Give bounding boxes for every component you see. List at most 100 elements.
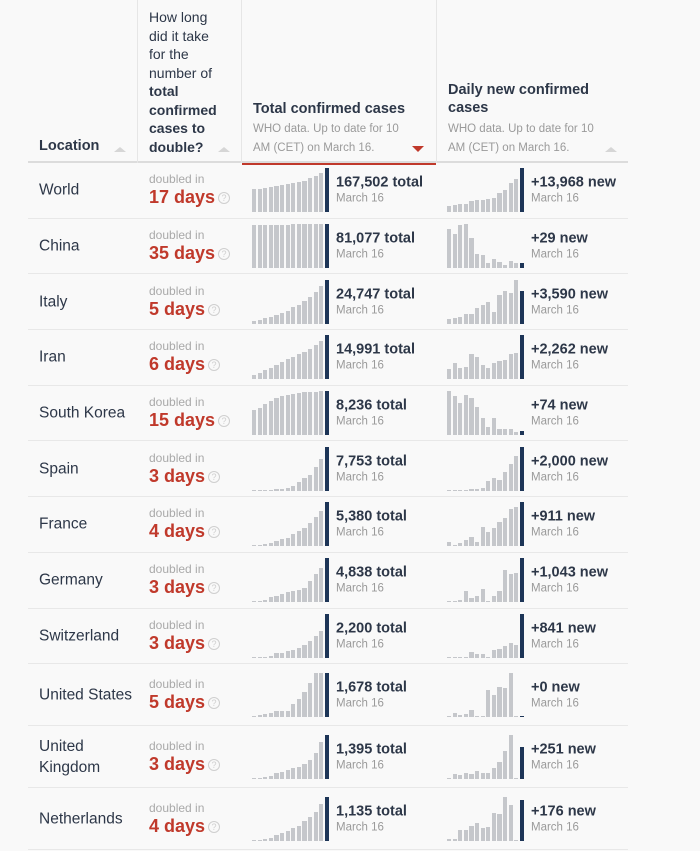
total-spark-bar: [263, 776, 268, 779]
new-spark-bar: [508, 643, 513, 658]
new-spark-bar: [447, 391, 452, 436]
help-icon[interactable]: ?: [208, 696, 221, 709]
help-icon[interactable]: ?: [208, 582, 221, 595]
new-spark-bar: [480, 200, 485, 213]
total-spark-bar: [257, 407, 262, 436]
new-spark-bar: [503, 190, 508, 213]
help-icon[interactable]: ?: [208, 470, 221, 483]
sort-up-icon[interactable]: [114, 147, 126, 152]
help-icon[interactable]: ?: [208, 303, 221, 316]
new-spark-bar: [503, 517, 508, 547]
total-spark-bar: [296, 182, 302, 213]
doubling-cell: doubled in 17 days?: [149, 172, 231, 208]
total-spark-bar: [252, 189, 257, 213]
total-spark-bar: [319, 630, 324, 658]
total-spark-highlight-bar: [324, 613, 330, 658]
help-icon[interactable]: ?: [208, 359, 221, 372]
total-cases-value-block: 7,753 total March 16: [336, 452, 407, 485]
sort-up-icon[interactable]: [218, 147, 230, 152]
doubling-days: 3 days?: [149, 576, 221, 598]
new-spark-bar: [491, 362, 497, 380]
table-row[interactable]: World doubled in 17 days? 167,502 total Marc…: [28, 163, 628, 219]
total-spark-bar: [257, 777, 262, 779]
total-cases-value: 1,395 total: [336, 741, 407, 758]
new-spark-bar: [458, 489, 463, 491]
total-spark-bar: [263, 656, 268, 658]
table-row[interactable]: Italy doubled in 5 days? 24,747 total March …: [28, 274, 628, 331]
total-spark-bar: [257, 372, 262, 380]
help-icon[interactable]: ?: [208, 758, 221, 771]
table-row[interactable]: Germany doubled in 3 days? 4,838 total March…: [28, 553, 628, 609]
daily-new-date: March 16: [531, 415, 579, 428]
total-spark-bar: [291, 767, 296, 779]
sort-down-icon[interactable]: [412, 146, 424, 152]
daily-new-value: +2,000 new: [531, 453, 608, 470]
column-header-daily-new[interactable]: Daily new confirmed cases WHO data. Up t…: [437, 0, 628, 163]
new-spark-bar: [452, 318, 457, 324]
new-spark-bar: [463, 313, 469, 324]
new-spark-bar: [480, 654, 485, 658]
help-icon[interactable]: ?: [208, 637, 221, 650]
new-spark-bar: [469, 710, 474, 717]
column-header-doubling[interactable]: How long did it take for the number of t…: [138, 0, 242, 163]
total-cases-sparkline: [252, 558, 330, 603]
total-spark-bar: [313, 812, 318, 841]
table-row[interactable]: United States doubled in 5 days? 1,678 tota…: [28, 664, 628, 727]
total-spark-bar: [285, 830, 290, 841]
new-spark-bar: [458, 224, 463, 269]
sort-up-icon[interactable]: [605, 147, 617, 152]
total-spark-bar: [268, 489, 274, 491]
daily-new-date: March 16: [531, 359, 579, 372]
new-spark-bar: [452, 396, 457, 436]
table-row[interactable]: France doubled in 4 days? 5,380 total March …: [28, 497, 628, 553]
new-spark-bar: [514, 645, 519, 658]
new-spark-bar: [497, 591, 502, 603]
total-header-label: Total confirmed cases: [253, 101, 406, 117]
table-row[interactable]: Netherlands doubled in 4 days? 1,135 total M…: [28, 788, 628, 851]
table-row[interactable]: South Korea doubled in 15 days? 8,236 total…: [28, 386, 628, 442]
total-spark-bar: [313, 224, 318, 269]
new-spark-bar: [463, 772, 469, 779]
new-spark-bar: [447, 206, 452, 213]
total-spark-bar: [296, 224, 302, 269]
table-row[interactable]: Spain doubled in 3 days? 7,753 total March 1…: [28, 441, 628, 498]
table-row[interactable]: China doubled in 35 days? 81,077 total March…: [28, 219, 628, 275]
total-spark-bar: [280, 771, 285, 779]
new-spark-bar: [514, 353, 519, 380]
new-spark-bar: [463, 203, 469, 213]
total-spark-bar: [313, 175, 318, 213]
new-spark-bar: [480, 254, 485, 269]
total-spark-bar: [263, 838, 268, 841]
new-spark-bar: [469, 536, 474, 547]
total-spark-bar: [280, 395, 285, 436]
new-spark-bar: [486, 600, 491, 603]
new-spark-bar: [508, 353, 513, 380]
new-spark-bar: [469, 826, 474, 841]
total-spark-bar: [274, 711, 279, 717]
new-spark-bar: [469, 489, 474, 491]
table-row[interactable]: Iran doubled in 6 days? 14,991 total March 1…: [28, 330, 628, 386]
column-header-total[interactable]: Total confirmed cases WHO data. Up to da…: [242, 0, 437, 165]
help-icon[interactable]: ?: [208, 820, 221, 833]
total-spark-bar: [296, 354, 302, 380]
total-spark-bar: [296, 392, 302, 436]
table-row[interactable]: United Kingdom doubled in 3 days? 1,395 tot…: [28, 726, 628, 789]
total-spark-bar: [268, 367, 274, 380]
column-header-location[interactable]: Location: [28, 0, 138, 163]
daily-new-value: +2,262 new: [531, 341, 608, 358]
total-cases-sparkline: [252, 734, 330, 779]
help-icon[interactable]: ?: [218, 192, 231, 205]
help-icon[interactable]: ?: [218, 415, 231, 428]
new-spark-bar: [475, 771, 480, 779]
total-spark-bar: [263, 404, 268, 436]
total-cases-value: 4,838 total: [336, 564, 407, 581]
help-icon[interactable]: ?: [218, 248, 231, 261]
doubled-in-label: doubled in: [149, 506, 205, 521]
new-spark-bar: [475, 200, 480, 213]
doubled-in-label: doubled in: [149, 562, 205, 577]
help-icon[interactable]: ?: [208, 526, 221, 539]
doubling-cell: doubled in 35 days?: [149, 228, 231, 264]
table-row[interactable]: Switzerland doubled in 3 days? 2,200 total M…: [28, 609, 628, 665]
total-cases-date: March 16: [336, 697, 384, 710]
new-spark-bar: [458, 829, 463, 841]
